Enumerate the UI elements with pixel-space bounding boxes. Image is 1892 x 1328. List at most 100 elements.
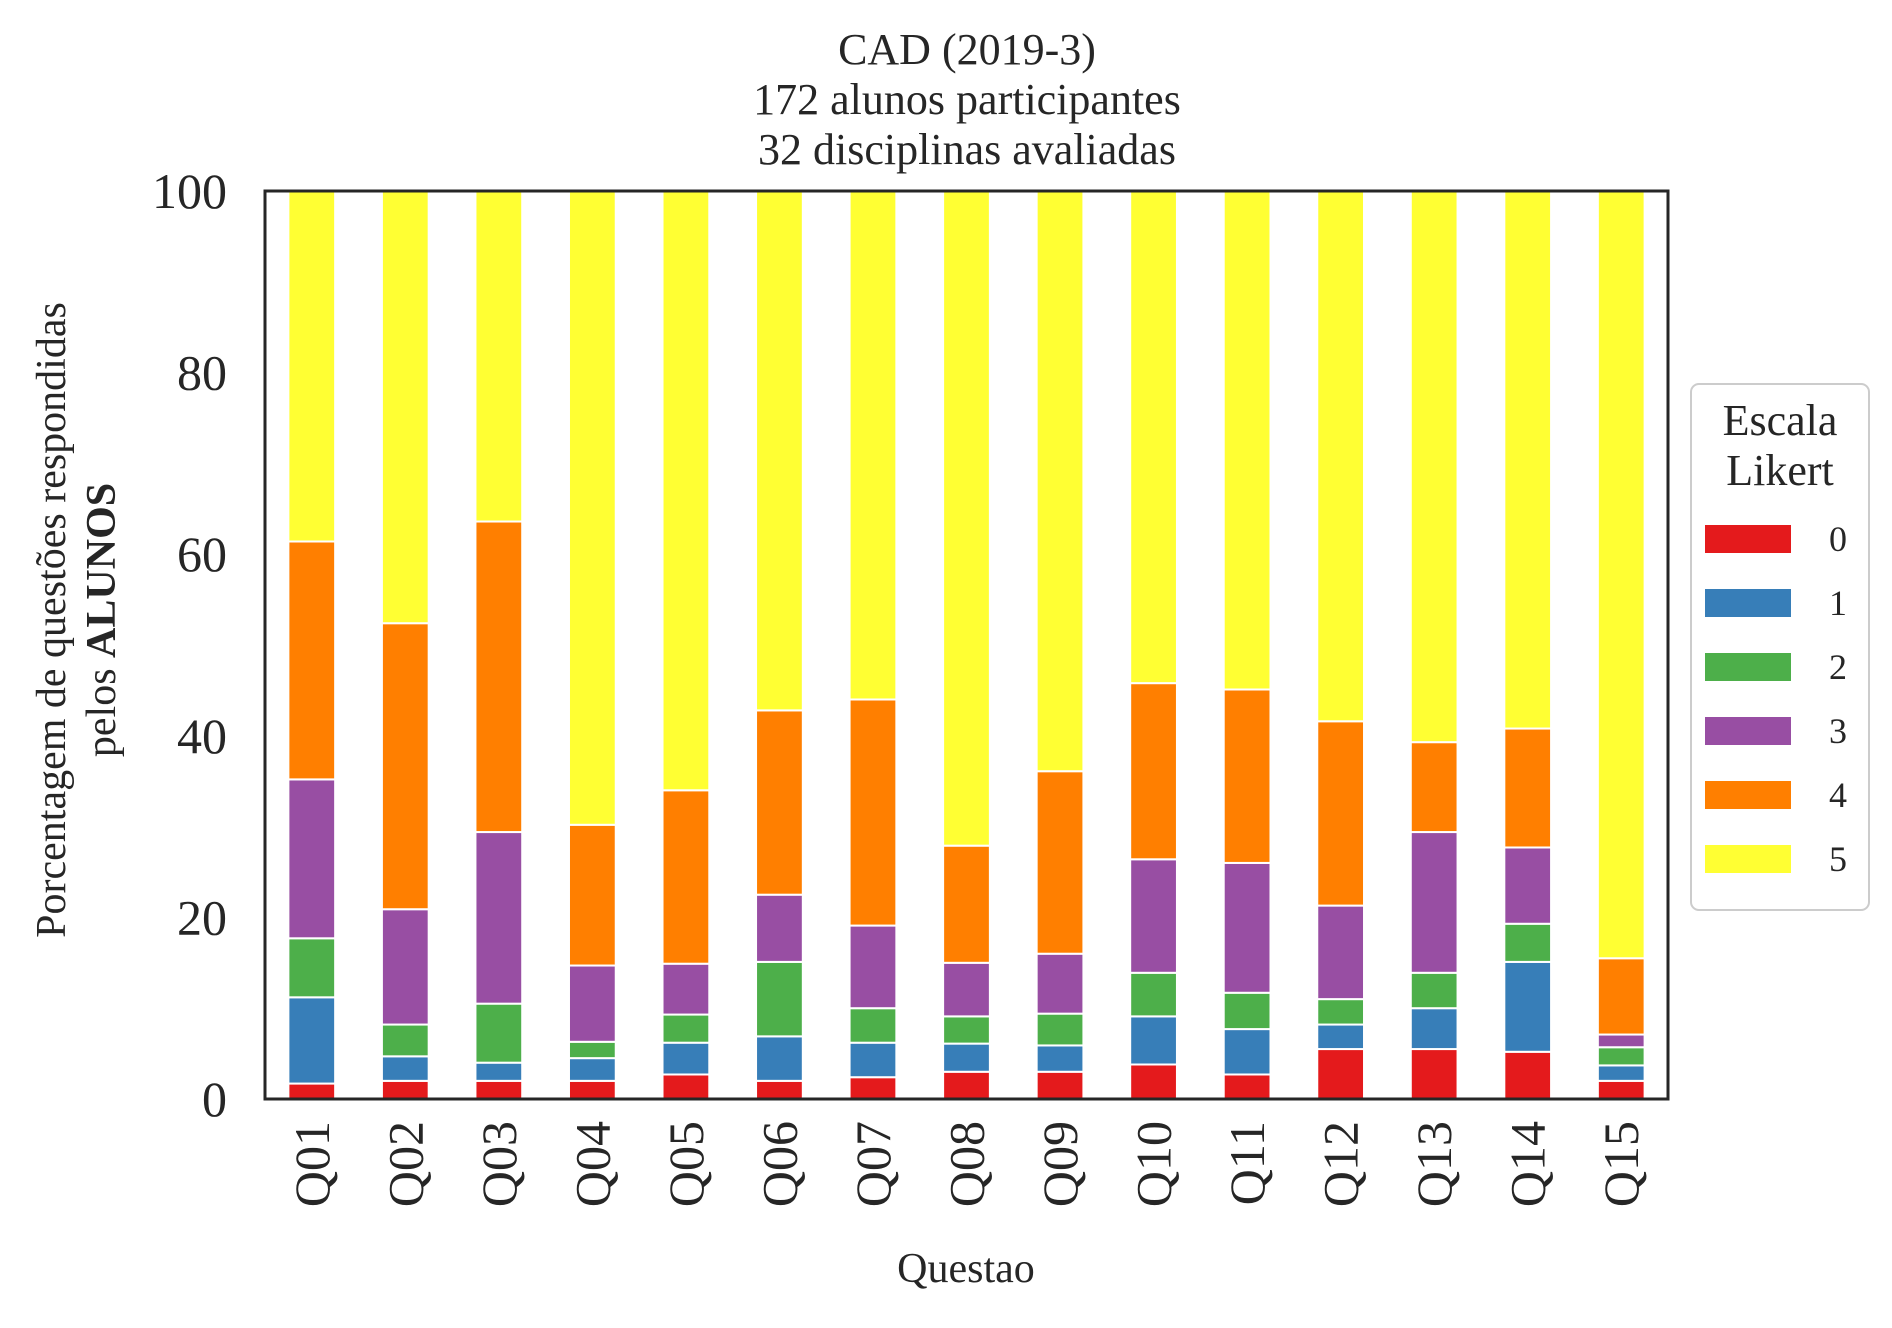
x-tick-label-q08: Q08 [939,1121,995,1207]
plot-area-frame [263,189,1670,1101]
bar-segment-q02-likert-1 [380,1055,430,1082]
bar-segment-q04-likert-2 [567,1040,617,1060]
x-tick-label-q13: Q13 [1406,1121,1462,1207]
x-tick-label-q15: Q15 [1593,1121,1649,1207]
bar-segment-q03-likert-2 [474,1002,524,1064]
bar-segment-q14-likert-2 [1503,922,1553,963]
legend-swatch-3 [1705,717,1791,745]
bar-segment-q10-likert-4 [1129,682,1178,861]
bar-segment-q09-likert-4 [1035,770,1085,955]
bar-segment-q12-likert-2 [1316,998,1366,1026]
bar-segment-q15-likert-1 [1596,1064,1646,1082]
legend-swatch-5 [1705,845,1791,873]
bar-segment-q09-likert-5 [1035,190,1085,773]
bar-segment-q11-likert-3 [1222,861,1272,994]
bar-segment-q12-likert-3 [1316,904,1366,1001]
bar-segment-q05-likert-5 [661,190,711,792]
legend-label-4: 4 [1829,775,1847,815]
legend-box [1690,383,1870,911]
legend-title-line-2: Likert [1726,446,1834,495]
bar-segment-q12-likert-5 [1316,190,1366,723]
x-tick-label-q12: Q12 [1313,1121,1369,1207]
chart-title: CAD (2019-3) 172 alunos participantes 32… [753,25,1181,174]
legend-label-5: 5 [1829,839,1847,879]
bar-segment-q07-likert-3 [848,924,898,1010]
x-axis-ticks: Q01 Q02 Q03 Q04 Q05 Q06 Q07 Q08 Q09 Q10 Q11 Q12 Q13 Q… [284,1121,1649,1207]
y-axis-label-line-1: Porcentagem de questões respondidas [29,302,75,938]
bar-segment-q05-likert-1 [661,1041,711,1076]
bar-segment-q13-likert-1 [1409,1007,1459,1051]
bar-segment-q13-likert-0 [1409,1048,1459,1101]
y-axis-label-line-2: pelos ALUNOS [79,483,125,757]
bar-segment-q02-likert-0 [380,1079,430,1100]
bar-segment-q06-likert-2 [755,960,804,1038]
bar-segment-q10-likert-3 [1129,858,1178,974]
bar-segment-q12-likert-4 [1316,720,1366,907]
chart-title-line-1: CAD (2019-3) [838,25,1096,74]
bar-segment-q01-likert-0 [287,1082,337,1100]
bar-segment-q13-likert-3 [1409,831,1459,974]
bar-segment-q14-likert-4 [1503,727,1553,849]
bar-segment-q03-likert-1 [474,1061,524,1082]
x-tick-label-q11: Q11 [1219,1121,1275,1205]
bar-segment-q05-likert-0 [661,1073,711,1101]
bar-segment-q01-likert-4 [287,540,337,781]
bar-segment-q10-likert-1 [1129,1015,1178,1066]
bar-segment-q02-likert-3 [380,908,430,1026]
bar-segment-q06-likert-4 [755,709,804,896]
bar-segment-q15-likert-0 [1596,1079,1646,1100]
bar-segment-q13-likert-2 [1409,971,1459,1010]
bar-segment-q03-likert-0 [474,1079,524,1100]
x-tick-label-q10: Q10 [1126,1121,1182,1207]
bar-segment-q14-likert-0 [1503,1050,1553,1101]
bar-segment-q05-likert-3 [661,962,711,1016]
legend: Escala Likert 0 1 2 3 4 5 [1690,383,1870,911]
bar-segment-q04-likert-0 [567,1079,617,1100]
legend-swatch-4 [1705,781,1791,809]
bar-segment-q13-likert-4 [1409,741,1459,834]
y-tick-label-100: 100 [152,163,227,219]
x-axis-label: Questao [897,1246,1035,1292]
x-tick-label-q14: Q14 [1500,1121,1556,1207]
bar-segment-q14-likert-5 [1503,190,1553,730]
legend-label-3: 3 [1829,711,1847,751]
y-tick-label-80: 80 [177,345,227,401]
x-tick-label-q03: Q03 [471,1121,527,1207]
legend-title-line-1: Escala [1723,396,1838,445]
bar-segment-q15-likert-2 [1596,1046,1646,1067]
bar-segment-q01-likert-3 [287,778,337,940]
y-tick-label-0: 0 [202,1071,227,1127]
bar-segment-q03-likert-4 [474,520,524,834]
bar-segment-q11-likert-0 [1222,1073,1272,1101]
bar-segment-q07-likert-2 [848,1007,898,1044]
legend-label-1: 1 [1829,583,1847,623]
bar-segment-q15-likert-5 [1596,190,1646,960]
x-tick-label-q05: Q05 [658,1121,714,1207]
y-tick-label-60: 60 [177,526,227,582]
y-axis-label-prefix: pelos [79,658,125,757]
bar-segment-q07-likert-0 [848,1076,898,1101]
bar-segment-q10-likert-2 [1129,971,1178,1018]
bar-segment-q09-likert-2 [1035,1012,1085,1047]
bar-segment-q11-likert-1 [1222,1028,1272,1076]
bar-segment-q01-likert-5 [287,190,337,543]
y-tick-label-40: 40 [177,708,227,764]
bar-segment-q07-likert-5 [848,190,898,701]
bar-segment-q11-likert-2 [1222,991,1272,1031]
bar-segment-q15-likert-3 [1596,1033,1646,1049]
bar-segment-q02-likert-4 [380,622,430,911]
bar-segment-q04-likert-4 [567,823,617,967]
bar-segment-q08-likert-1 [942,1042,991,1073]
bar-segment-q15-likert-4 [1596,957,1646,1036]
bar-segment-q09-likert-3 [1035,952,1085,1015]
bar-segment-q03-likert-3 [474,831,524,1005]
bar-segment-q02-likert-2 [380,1023,430,1058]
y-axis-label: Porcentagem de questões respondidas pelo… [29,302,125,938]
bar-segment-q09-likert-0 [1035,1070,1085,1101]
bar-segment-q04-likert-1 [567,1057,617,1082]
y-tick-label-20: 20 [177,889,227,945]
bar-segment-q06-likert-3 [755,893,804,963]
bar-segment-q08-likert-4 [942,844,991,964]
bar-segment-q12-likert-1 [1316,1023,1366,1051]
